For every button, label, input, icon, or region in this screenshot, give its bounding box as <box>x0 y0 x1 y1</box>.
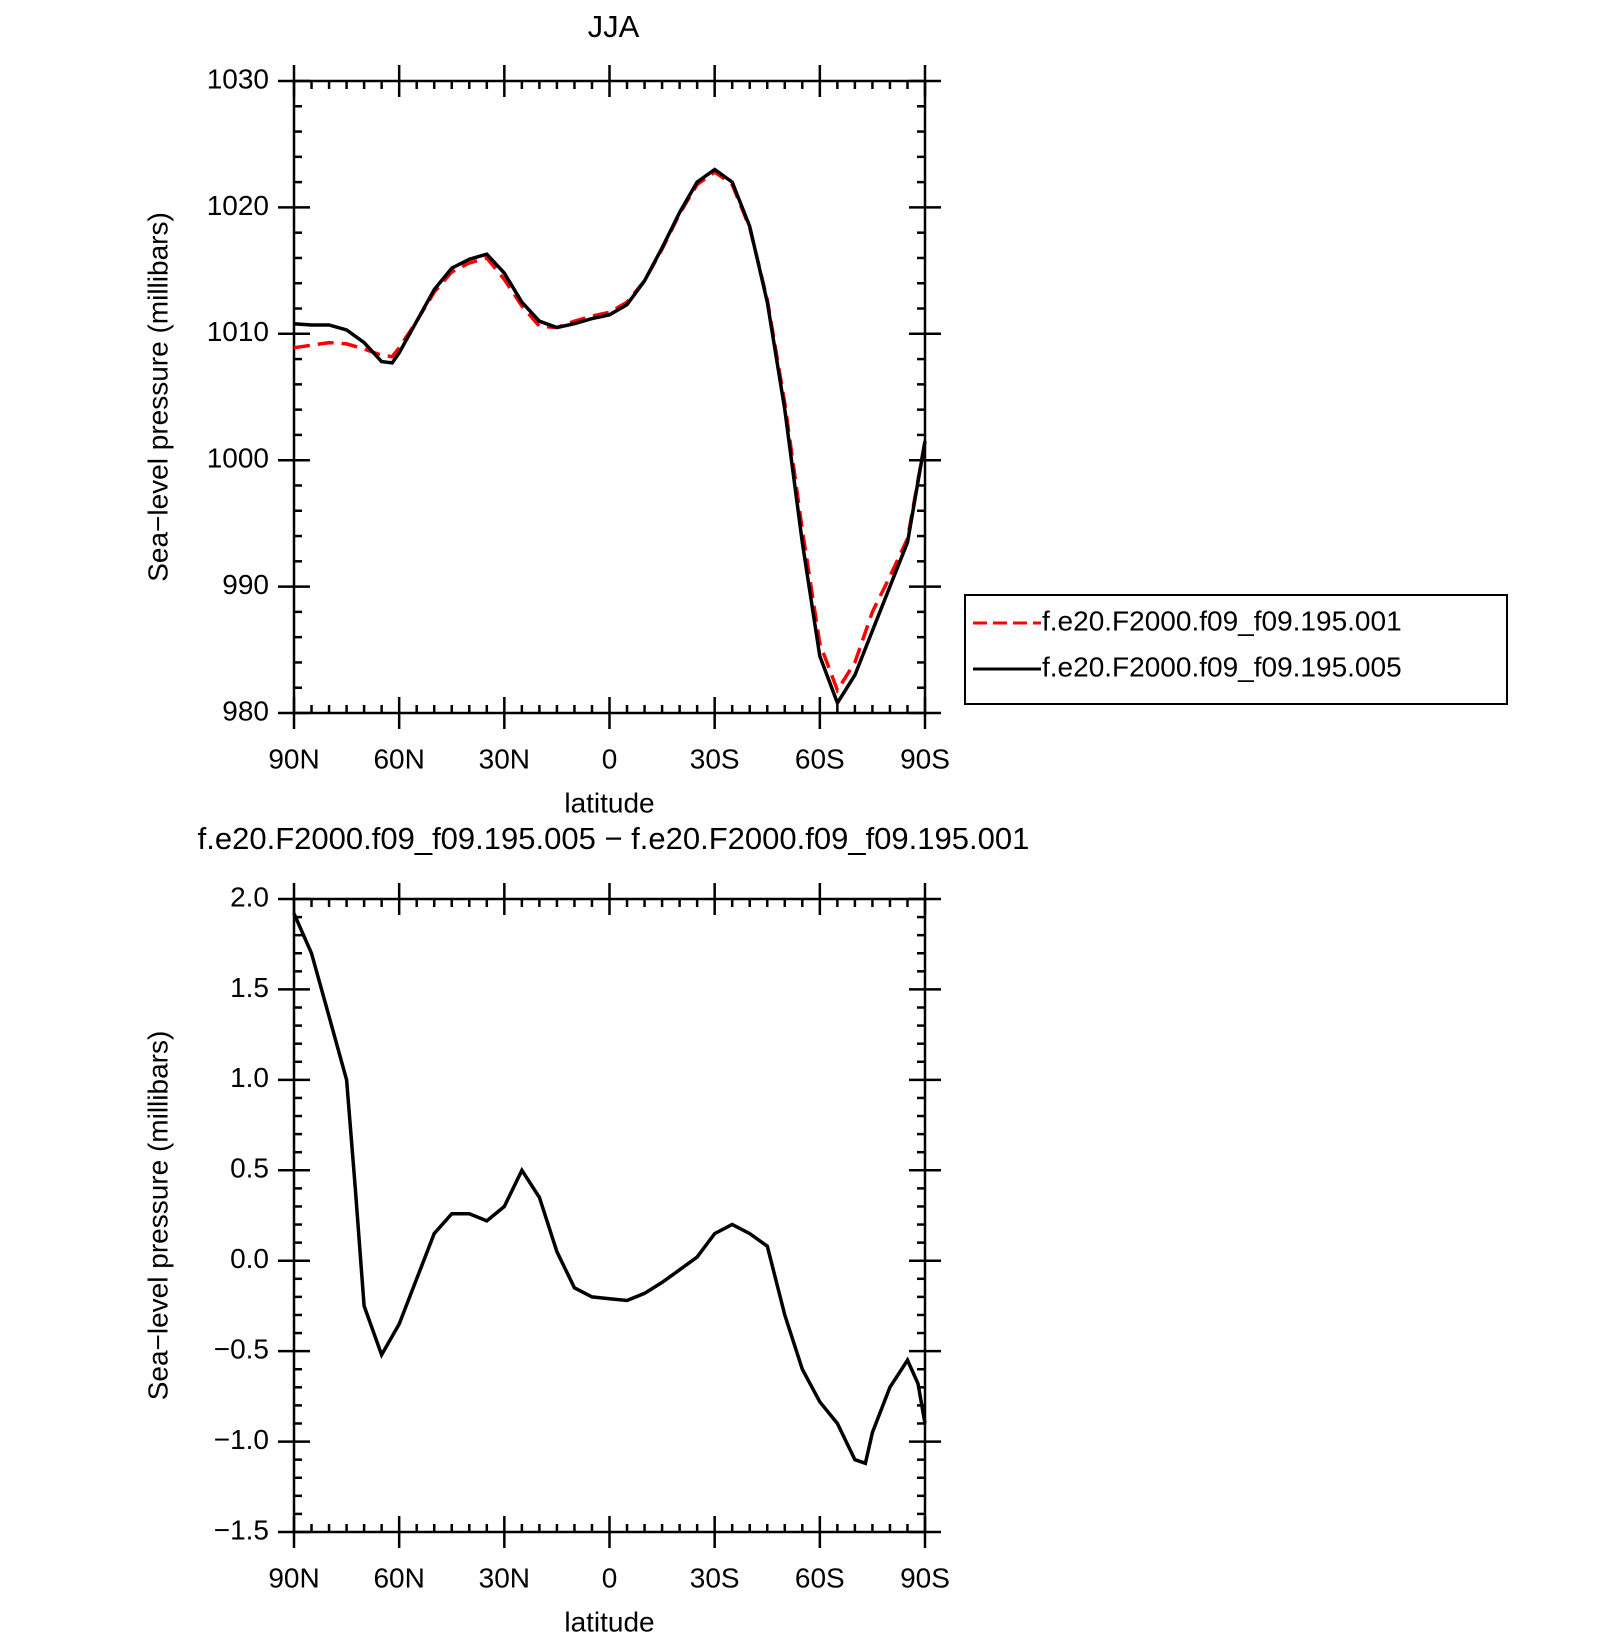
plot-frame <box>292 897 927 1534</box>
y-tick-label: 0.5 <box>230 1153 269 1184</box>
x-tick-label: 90S <box>900 1562 950 1593</box>
data-line <box>292 912 927 1466</box>
legend-box <box>964 594 1508 705</box>
y-tick-label: 1000 <box>207 443 269 474</box>
y-tick-label: 1.0 <box>230 1062 269 1093</box>
x-tick-label: 90N <box>268 1562 319 1593</box>
y-tick-label: 1.5 <box>230 972 269 1003</box>
y-axis-label: Sea−level pressure (millibars) <box>142 212 173 582</box>
x-tick-label: 60N <box>373 743 424 774</box>
y-tick-label: −1.5 <box>214 1514 269 1545</box>
x-tick-label: 60S <box>795 1562 845 1593</box>
y-tick-label: 1010 <box>207 316 269 347</box>
data-line <box>293 167 927 707</box>
x-tick-label: 0 <box>602 1562 618 1593</box>
x-tick-label: 60S <box>795 743 845 774</box>
x-tick-label: 30S <box>690 743 740 774</box>
x-axis-label: latitude <box>564 787 654 818</box>
y-tick-label: 2.0 <box>230 881 269 912</box>
y-tick-label: 990 <box>222 569 269 600</box>
plot-frame <box>292 79 927 715</box>
chart-title: JJA <box>588 9 640 44</box>
legend-label: f.e20.F2000.f09_f09.195.001 <box>1042 605 1402 636</box>
y-tick-label: 1030 <box>207 63 269 94</box>
y-tick-label: 1020 <box>207 190 269 221</box>
x-tick-label: 30N <box>479 743 530 774</box>
chart-title: f.e20.F2000.f09_f09.195.005 − f.e20.F200… <box>198 821 1030 856</box>
legend-label: f.e20.F2000.f09_f09.195.005 <box>1042 651 1402 682</box>
y-axis-label: Sea−level pressure (millibars) <box>142 1031 173 1401</box>
x-tick-label: 90N <box>268 743 319 774</box>
x-axis-label: latitude <box>564 1606 654 1635</box>
x-tick-label: 30S <box>690 1562 740 1593</box>
y-tick-label: 0.0 <box>230 1243 269 1274</box>
y-tick-label: 980 <box>222 695 269 726</box>
y-tick-label: −1.0 <box>214 1424 269 1455</box>
x-tick-label: 0 <box>602 743 618 774</box>
y-tick-label: −0.5 <box>214 1334 269 1365</box>
x-tick-label: 30N <box>479 1562 530 1593</box>
x-tick-label: 90S <box>900 743 950 774</box>
data-line <box>293 169 927 695</box>
x-tick-label: 60N <box>373 1562 424 1593</box>
